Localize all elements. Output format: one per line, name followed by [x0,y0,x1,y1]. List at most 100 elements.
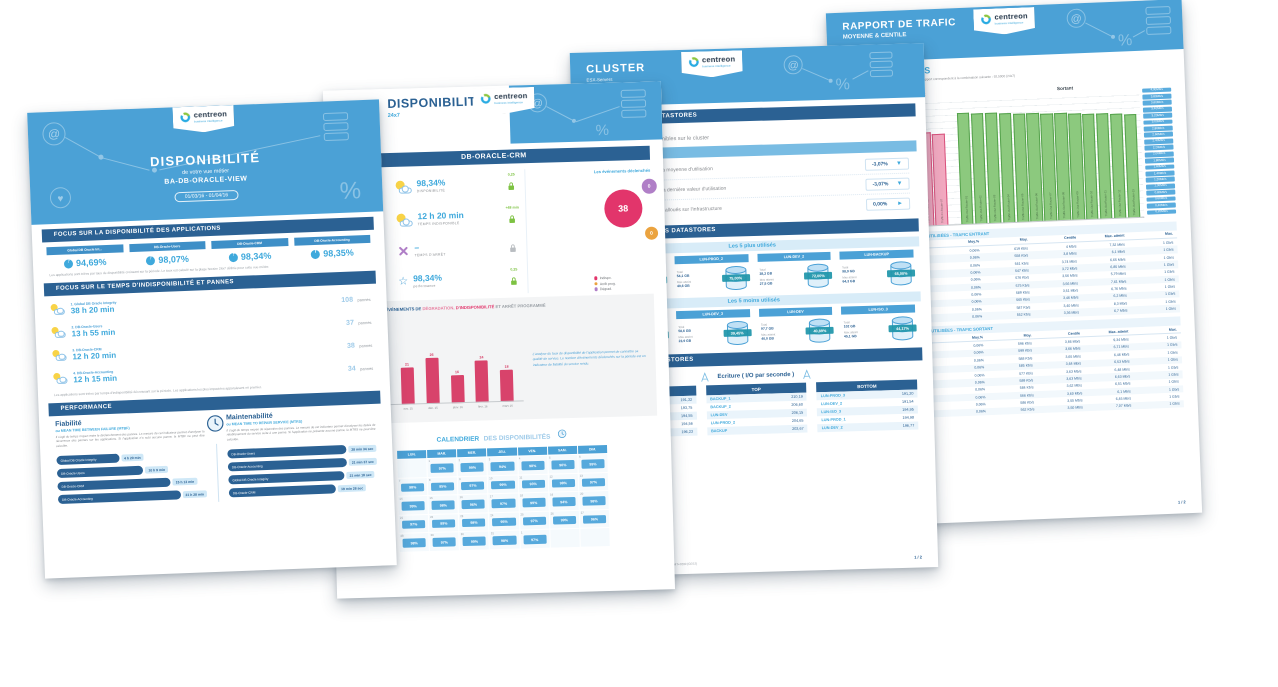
y-tick-label: 3,40Mb/s [1142,106,1173,113]
iops-table-bottom-2: BOTTOM LUN-PROD_3 191,20 LUN-DEV_2 191,5… [816,379,919,433]
events-legend: Indispo. Arrêt prog. Dégrad. [594,276,616,292]
centreon-logo-ribbon: centreon business intelligence [973,7,1035,36]
performance-bar-value: 21 h 28 min [182,490,208,499]
legend-item: Indispo. [594,276,616,281]
reliability-description: Il s'agit du temps moyen entre le déclen… [55,429,205,448]
calendar-day-cell: 17 97% [488,493,519,512]
calendar-grid: LUN. MAR. MER. JEU. VEN. SAM. DIM. 1 97% [397,445,610,552]
page-traffic-report: @ % RAPPORT DE TRAFIC MOYENNE & CENTILE [825,0,1203,527]
performance-bar-row: DB-Oracle-Users 28 min 34 sec [227,444,377,459]
datastore-cylinder-icon: 72,00% [804,263,833,289]
cell-centile: 3,36 Mb/s [1063,310,1080,316]
calendar-day-cell: 10 99% [488,475,518,494]
legend-dot-icon [594,281,598,286]
y-tick-label: 1,60Mb/s [1145,164,1175,170]
iops-datastore: LUN-DEV [710,412,728,418]
weather-icon [396,213,413,227]
lock-icon [508,182,515,190]
events-bubble-chart: 38 0 0 [533,173,659,252]
calendar-day-cell: 28 98% [399,533,429,552]
evolution-bar-column: 21 nov. 15 [393,315,421,412]
availability-calendar: CALENDRIER DES DISPONIBILITÉS LUN. MAR. ME… [345,423,660,553]
centreon-logo-ribbon: centreon business intelligence [172,105,234,133]
failure-count: 34 [347,365,356,374]
availability-pie-icon [63,258,74,269]
usage-percent-badge: 40,89% [805,326,834,335]
svg-text:%: % [595,122,609,139]
calendar-day-cell: 15 98% [428,495,459,514]
kpi-list: 98,34% DISPONIBILITÉ 0,25 12 h 20 min TE… [395,169,527,297]
title-part-degradation: DÉGRADATION, [422,305,456,312]
interface-label: Traffic-Out-Router-11 [1103,190,1109,217]
datastore-card: LUN-DEV_2 Total 38,2 GB Max atteint 27,5… [756,251,833,291]
failure-unit: pannes [359,343,373,349]
iops-value: 194,95 [902,407,914,412]
availability-value: 98,34% [240,250,272,262]
evolution-note: L'analyse du taux de disponibilité de l'… [532,348,646,367]
y-tick-label: 1,80Mb/s [1144,158,1175,164]
datastore-card: LUN-BACKUP Total 98,9 GB Max atteint 64,… [839,249,916,289]
y-tick-label: 0,80Mb/s [1146,190,1176,196]
trend-value: -3,07% [871,160,888,168]
page-business-view: @ ♥ % centreon [27,99,397,579]
availability-pie-icon [228,252,239,262]
evolution-bar-column: 26 déc. 15 [418,315,446,412]
iops-title-text: Ecriture ( I/O par seconde ) [717,371,795,381]
datastore-cylinder-icon: 65,00% [886,261,916,287]
cell-max: 1 Gb/s [1169,401,1180,407]
datastore-cylinder-icon: 44,17% [888,316,917,342]
weekday-label: SAM. [547,445,578,455]
event-bubble: 0 [641,178,657,194]
svg-text:♥: ♥ [57,194,63,205]
calendar-day-cell: 3 94% [487,456,518,475]
kpi-delta-value [500,238,526,239]
iops-datastore: LUN-ISO_3 [821,409,842,415]
calendar-title-main: CALENDRIER [436,435,480,444]
kpi-delta: 0,25 [501,267,528,291]
page-availability-detail: @ % DISPONIBILITÉ 24x7 [322,81,676,599]
performance-bar-row: DB-Oracle-CRM 15 h 13 min [57,477,206,492]
brand-text: centreon business intelligence [194,110,228,123]
bar-value-label: 26 [429,353,434,358]
iops-table-body: LUN-PROD_3 191,20 LUN-DEV_2 191,54 LUN-I… [816,389,919,433]
day-availability: 96% [461,499,486,509]
calendar-day-cell: 19 94% [548,491,579,511]
y-tick-label: 2,00Mb/s [1144,151,1174,158]
day-number: 11 [519,474,523,479]
max-value: 40,0 GB [761,335,774,341]
brand-text: centreon business intelligence [702,55,736,68]
col-header: Max. [1164,232,1174,237]
centreon-logo-icon [980,14,991,25]
day-number: 23 [460,513,464,518]
performance-bar: DB-Oracle-Accounting [227,458,347,472]
day-availability: 94% [490,461,515,471]
performance-bar: DB-Oracle-CRM [57,478,171,492]
calendar-day-cell: 6 99% [578,454,608,473]
centreon-logo-icon [688,56,699,67]
legend-dot-icon [594,287,599,292]
day-number: 27 [580,510,584,515]
calendar-day-cell: 13 97% [578,472,609,491]
header-doodles: @ % [1066,6,1172,50]
performance-bar-row: DB-Oracle-Users 10 h 9 min [56,464,206,479]
usage-percent-badge: 72,00% [804,271,833,280]
star-icon: ☆ [398,275,409,288]
day-availability: 99% [401,501,425,511]
weather-icon [53,372,68,385]
day-availability: 98% [400,482,425,493]
weather-icon [50,303,65,316]
calendar-day-cell: 14 99% [398,496,428,515]
clock-icon [206,414,224,432]
page3-title-block: CLUSTER ESX-Servers [586,62,645,83]
kpi-delta-value: 0,25 [510,267,518,272]
kpi-value: 98,34% [412,273,443,284]
cell-avg-pct: 0,06% [975,409,987,415]
weekday-label: MER. [457,448,487,458]
calendar-day-cell: 8 95% [427,476,458,496]
iops-value: 191,54 [901,399,914,404]
header-doodles: @ % [783,51,893,94]
calendar-day-cell: 26 99% [549,510,580,529]
day-number: 21 [399,515,404,520]
total-value: 98,9 GB [842,269,855,274]
calendar-day-cell [397,459,427,478]
